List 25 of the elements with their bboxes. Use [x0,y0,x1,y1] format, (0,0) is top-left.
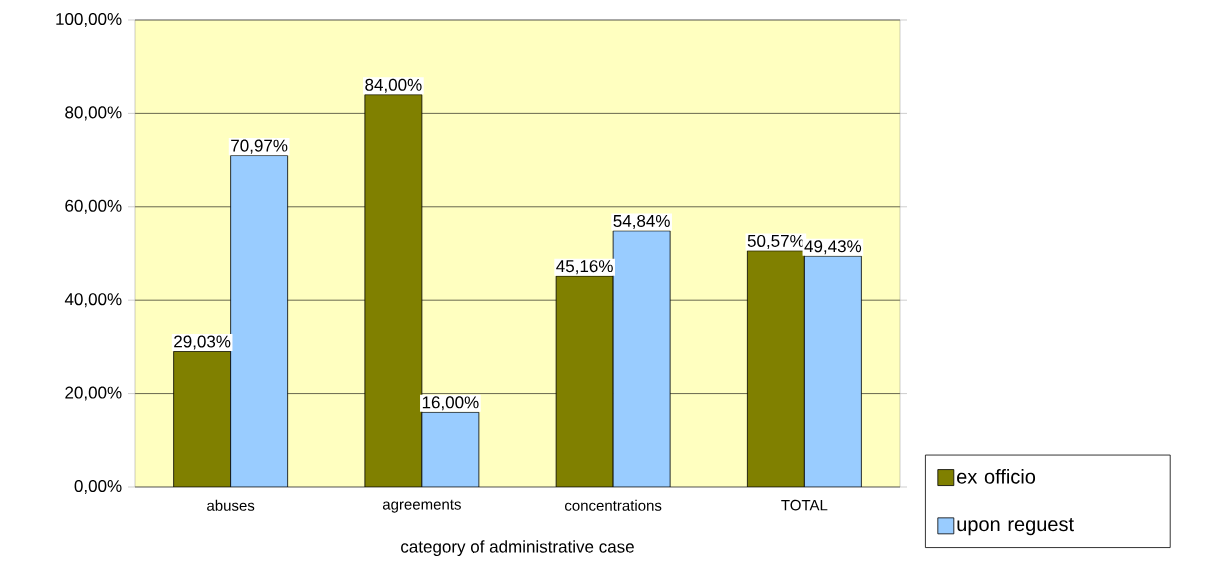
data-label: 54,84% [613,214,670,229]
x-tick-label: TOTAL [781,499,828,511]
x-tick-label: concentrations [564,499,662,511]
legend-label: upon reguest [957,518,1074,536]
data-label: 29,03% [174,335,231,350]
y-tick-label: 20,00% [65,386,122,401]
legend-label: ex officio [957,469,1036,484]
y-tick-label: 40,00% [64,293,122,308]
bar [555,275,614,487]
bar [746,250,805,487]
y-tick-label: 0,00% [74,479,122,495]
bar [364,94,423,487]
y-tick-label: 60,00% [65,199,122,214]
y-tick-label: 80,00% [65,106,122,121]
data-label: 50,57% [747,234,805,249]
x-axis-title: category of administrative case [401,540,634,557]
data-label: 70,97% [231,139,288,154]
data-label: 84,00% [365,78,422,93]
data-label: 45,16% [556,260,613,275]
x-tick-label: abuses [207,499,255,511]
x-tick-label: agreements [382,499,461,513]
data-label: 16,00% [422,396,479,411]
data-label: 49,43% [804,240,862,255]
bar [173,351,232,487]
y-tick-label: 100,00% [56,12,122,28]
